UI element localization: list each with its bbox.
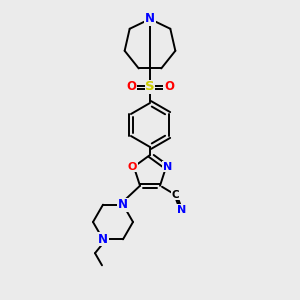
Text: N: N (98, 233, 108, 246)
Text: O: O (126, 80, 136, 94)
Text: O: O (164, 80, 174, 94)
Text: S: S (145, 80, 155, 94)
Text: O: O (128, 162, 137, 172)
Text: N: N (118, 198, 128, 211)
Text: N: N (177, 205, 186, 215)
Text: C: C (172, 190, 179, 200)
Text: N: N (163, 162, 172, 172)
Text: N: N (145, 13, 155, 26)
